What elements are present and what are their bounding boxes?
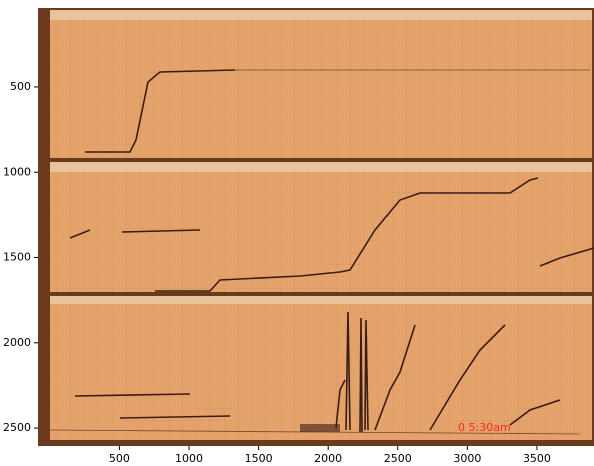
y-tick-label: 1500 bbox=[3, 251, 31, 264]
y-tick-label: 2000 bbox=[3, 336, 31, 349]
y-tick-label: 500 bbox=[10, 80, 31, 93]
x-tick-label: 3500 bbox=[523, 452, 551, 462]
y-tick-label: 1000 bbox=[3, 165, 31, 178]
y-tick-label: 2500 bbox=[3, 421, 31, 434]
x-tick-label: 1500 bbox=[245, 452, 273, 462]
annotation: 0 5:30am bbox=[458, 421, 511, 434]
x-tick-label: 2500 bbox=[384, 452, 412, 462]
x-tick-label: 500 bbox=[109, 452, 130, 462]
x-tick-label: 2000 bbox=[314, 452, 342, 462]
x-tick-label: 3000 bbox=[453, 452, 481, 462]
x-tick-label: 1000 bbox=[175, 452, 203, 462]
scanned-record bbox=[38, 8, 594, 446]
